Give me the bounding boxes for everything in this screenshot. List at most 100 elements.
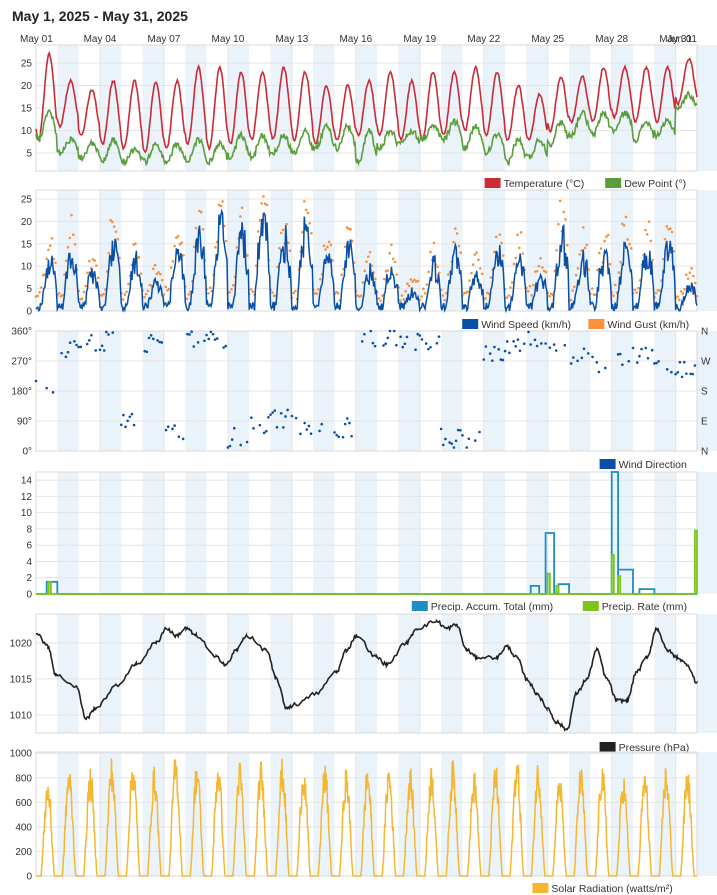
direction-point bbox=[461, 433, 464, 437]
legend-swatch bbox=[582, 601, 599, 611]
y-tick-label: 5 bbox=[26, 149, 32, 160]
gust-point bbox=[50, 237, 54, 240]
gust-point bbox=[246, 254, 249, 257]
direction-point bbox=[382, 344, 385, 347]
solar-panel: 0 200 400 600 800 1000 Solar Radiation (watts/… bbox=[10, 749, 717, 895]
gust-point bbox=[565, 243, 569, 247]
gust-point bbox=[285, 222, 288, 226]
gust-point bbox=[590, 287, 594, 290]
direction-point bbox=[188, 333, 191, 336]
gust-point bbox=[143, 295, 146, 299]
day-band bbox=[611, 472, 634, 594]
gust-point bbox=[402, 298, 406, 301]
gust-point bbox=[160, 278, 164, 282]
direction-point bbox=[473, 439, 477, 442]
x-tick-label: Jun 01 bbox=[667, 34, 697, 45]
gust-point bbox=[388, 251, 391, 255]
direction-point bbox=[151, 337, 155, 341]
direction-point bbox=[554, 349, 558, 352]
direction-point bbox=[418, 334, 422, 337]
gust-point bbox=[478, 267, 482, 270]
x-tick-label: May 04 bbox=[84, 34, 117, 45]
day-band bbox=[654, 472, 676, 594]
gust-point bbox=[146, 289, 150, 293]
gust-point bbox=[359, 294, 363, 297]
direction-point bbox=[533, 338, 537, 342]
gust-point bbox=[654, 291, 658, 295]
gust-point bbox=[224, 239, 228, 243]
gust-point bbox=[61, 293, 64, 297]
right-axis-label: W bbox=[701, 357, 711, 368]
gust-point bbox=[38, 290, 41, 294]
gust-point bbox=[539, 256, 542, 260]
direction-point bbox=[363, 332, 366, 336]
direction-point bbox=[674, 372, 677, 376]
gust-point bbox=[377, 297, 381, 300]
direction-point bbox=[262, 431, 266, 435]
gust-point bbox=[672, 249, 676, 253]
direction-point bbox=[360, 340, 364, 343]
direction-point bbox=[303, 421, 306, 425]
direction-point bbox=[653, 362, 656, 365]
direction-point bbox=[595, 361, 599, 364]
direction-point bbox=[77, 345, 80, 349]
direction-point bbox=[522, 342, 526, 346]
gust-point bbox=[441, 294, 445, 297]
gust-point bbox=[40, 286, 43, 289]
direction-point bbox=[429, 345, 432, 349]
gust-point bbox=[406, 282, 409, 285]
gust-point bbox=[240, 206, 244, 210]
gust-point bbox=[574, 273, 578, 277]
y-tick-label: 4 bbox=[26, 557, 32, 568]
gust-point bbox=[111, 220, 114, 224]
direction-point bbox=[516, 338, 520, 341]
direction-point bbox=[273, 409, 277, 412]
gust-point bbox=[569, 298, 573, 302]
y-tick-label: 12 bbox=[21, 492, 33, 503]
gust-point bbox=[139, 272, 143, 276]
gust-point bbox=[518, 246, 521, 250]
gust-point bbox=[317, 288, 320, 291]
gust-point bbox=[420, 295, 423, 298]
x-tick-label: May 28 bbox=[595, 34, 628, 45]
gust-point bbox=[548, 294, 551, 298]
gust-point bbox=[306, 211, 310, 215]
day-band bbox=[355, 472, 378, 594]
gust-point bbox=[489, 276, 493, 279]
direction-point bbox=[271, 411, 274, 414]
direction-point bbox=[264, 429, 268, 433]
gust-point bbox=[679, 290, 683, 293]
direction-point bbox=[190, 330, 193, 334]
wind-speed-panel: 0 5 10 15 20 25 Wind Gust (km/h) Wind Speed (km… bbox=[21, 189, 717, 331]
gust-point bbox=[303, 200, 306, 203]
gust-point bbox=[70, 213, 73, 217]
gust-point bbox=[365, 260, 368, 263]
direction-point bbox=[171, 427, 174, 431]
gust-point bbox=[658, 289, 661, 292]
series-line-1 bbox=[35, 90, 698, 168]
gust-point bbox=[516, 233, 519, 237]
y-tick-label: 15 bbox=[21, 239, 33, 250]
day-band bbox=[697, 614, 717, 733]
gust-point bbox=[194, 226, 198, 230]
direction-point bbox=[540, 342, 543, 345]
day-band bbox=[697, 472, 717, 594]
day-band bbox=[313, 752, 335, 876]
day-band bbox=[227, 614, 250, 733]
direction-point bbox=[682, 360, 686, 364]
gust-point bbox=[199, 210, 203, 214]
gust-point bbox=[310, 231, 313, 235]
gust-point bbox=[677, 298, 681, 302]
gust-point bbox=[398, 299, 402, 302]
direction-point bbox=[491, 359, 494, 362]
right-axis-label: S bbox=[701, 387, 708, 398]
y-tick-label: 14 bbox=[21, 476, 33, 487]
gust-point bbox=[633, 288, 637, 292]
direction-point bbox=[186, 332, 189, 336]
direction-point bbox=[299, 432, 302, 436]
direction-point bbox=[156, 339, 159, 342]
gust-point bbox=[107, 251, 111, 255]
direction-point bbox=[691, 372, 695, 376]
direction-point bbox=[73, 339, 76, 343]
